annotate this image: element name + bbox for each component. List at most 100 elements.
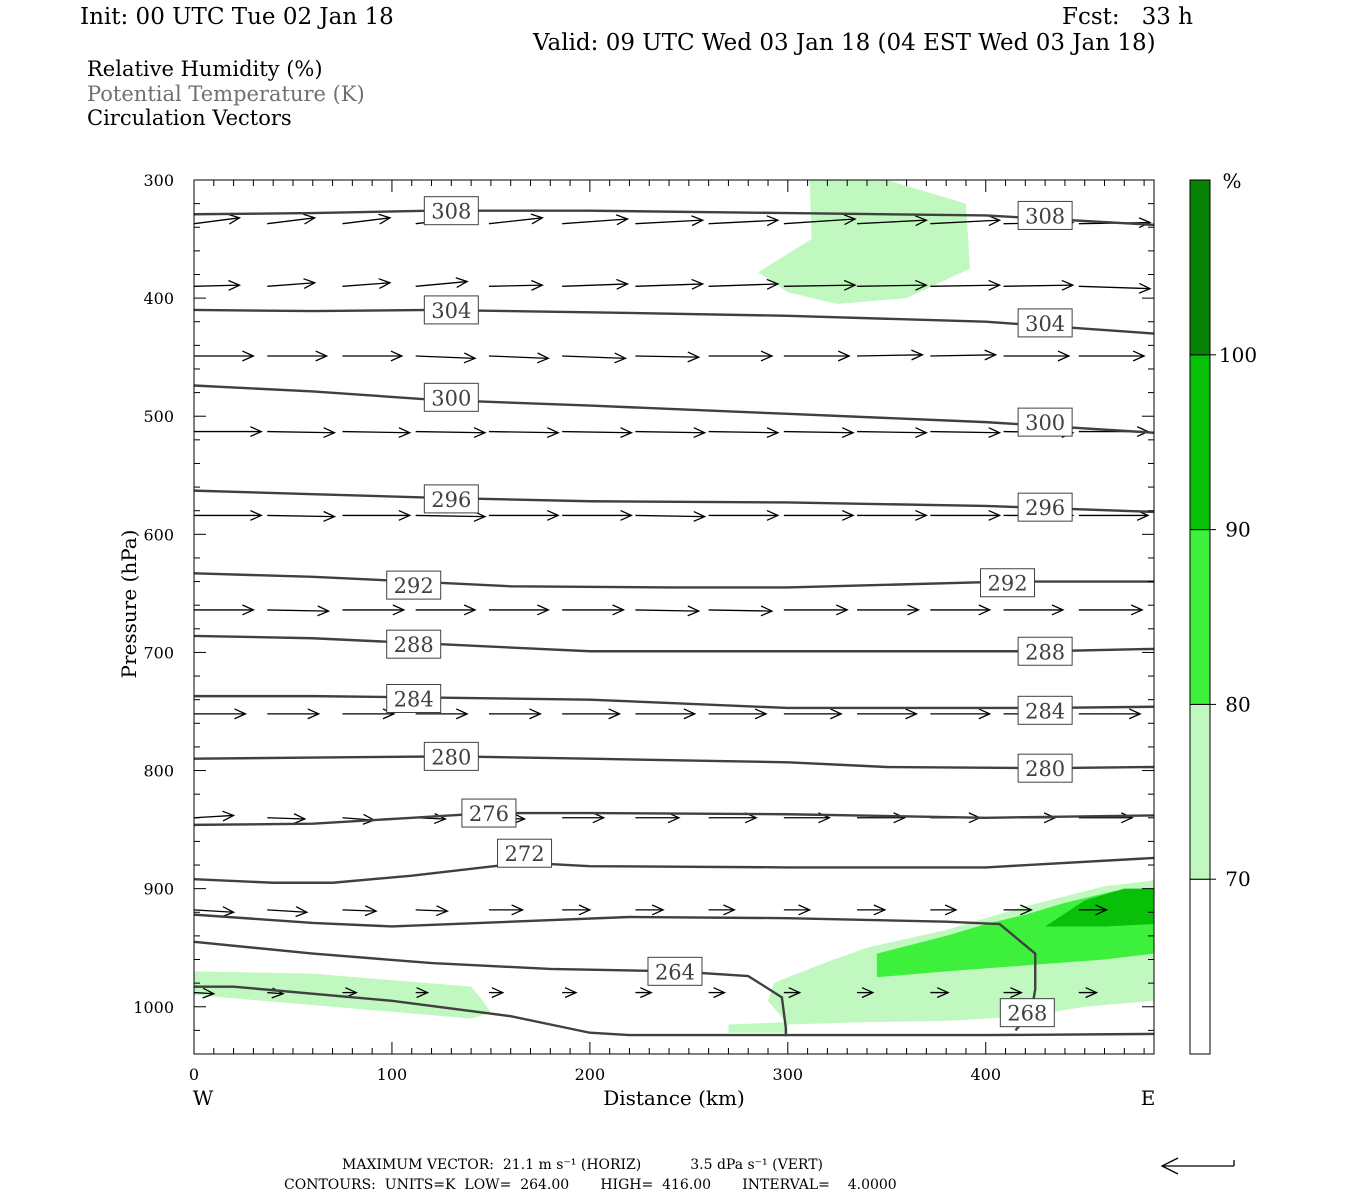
- vector-head: [392, 604, 406, 616]
- init-time: Init: 00 UTC Tue 02 Jan 18: [80, 4, 394, 30]
- x-tick-label: 100: [377, 1065, 408, 1084]
- vector-6-0: [194, 708, 248, 720]
- vector-6-4: [488, 708, 542, 720]
- vector-2-4: [488, 352, 550, 364]
- vector-4-0: [194, 509, 263, 521]
- west-label: W: [193, 1086, 214, 1110]
- vector-shaft: [783, 284, 856, 287]
- plot-frame: [193, 179, 1155, 1055]
- vector-head: [620, 427, 634, 439]
- vector-6-5: [562, 708, 622, 720]
- vector-head: [837, 350, 851, 362]
- vector-head: [911, 349, 925, 361]
- colorbar-level-label: 70: [1225, 867, 1250, 891]
- vector-head: [798, 904, 812, 916]
- vector-2-9: [857, 349, 925, 361]
- vector-head: [687, 605, 701, 617]
- vector-9-4: [488, 987, 505, 999]
- y-tick-label: 600: [143, 525, 174, 544]
- theta-contour-layer: 308 308 304 304 300 300 296 296 292 292 288 288 284 2…: [194, 196, 1154, 1037]
- vector-1-3: [415, 277, 469, 289]
- vector-4-6: [635, 510, 707, 522]
- vector-shaft: [267, 217, 315, 225]
- vector-head: [691, 215, 705, 227]
- forecast-hour: Fcst: 33 h: [1062, 4, 1193, 30]
- theta-contour-280: [194, 755, 1154, 770]
- vector-8-2: [342, 905, 378, 917]
- theta-contour-304: [194, 308, 1154, 335]
- vector-3-1: [267, 427, 337, 439]
- vector-shaft: [635, 514, 705, 518]
- vector-0-4: [488, 213, 544, 225]
- vector-8-8: [783, 904, 812, 916]
- vector-head: [841, 509, 855, 521]
- theta-label-268-0: 268: [1007, 1002, 1047, 1026]
- vector-6-9: [857, 708, 919, 720]
- vector-head: [614, 352, 628, 364]
- vector-4-4: [488, 509, 560, 521]
- vector-head: [693, 510, 707, 522]
- vector-head: [222, 906, 236, 918]
- colorbar-swatch-3: [1189, 354, 1211, 531]
- theta-label-288-0: 288: [394, 633, 434, 657]
- vector-head: [416, 987, 430, 999]
- vector-head: [691, 278, 705, 290]
- vector-8-13: [1154, 905, 1182, 915]
- vector-head: [915, 509, 928, 521]
- vector-head: [435, 905, 449, 917]
- vector-3-4: [488, 427, 560, 439]
- colorbar-swatch-0: [1189, 878, 1211, 1055]
- vector-head: [1121, 812, 1134, 824]
- vector-head: [463, 352, 477, 364]
- vector-head: [1128, 708, 1142, 720]
- vector-3-9: [857, 427, 928, 439]
- vector-9-7: [708, 987, 727, 999]
- y-tick-label: 300: [143, 171, 174, 190]
- vector-shaft: [194, 217, 240, 225]
- vector-5-12: [1078, 604, 1144, 616]
- vector-shaft: [342, 282, 391, 287]
- vector-shaft: [562, 218, 628, 225]
- vector-shaft: [562, 430, 632, 434]
- vector-head: [612, 604, 626, 616]
- vector-shaft: [562, 283, 628, 287]
- theta-label-box-272-0: [497, 838, 553, 868]
- vector-3-3: [415, 427, 487, 439]
- vector-head: [315, 350, 329, 362]
- x-axis-label: Distance (km): [603, 1086, 745, 1110]
- vector-head: [242, 350, 255, 362]
- vector-1-4: [488, 279, 544, 291]
- vector-0-9: [857, 215, 928, 227]
- vector-shaft: [267, 909, 307, 913]
- vector-head: [1171, 905, 1182, 915]
- vector-shaft: [342, 430, 410, 434]
- contour-info: CONTOURS: UNITS=K LOW= 264.00 HIGH= 416.…: [284, 1177, 897, 1193]
- vector-2-6: [635, 351, 701, 363]
- theta-label-300-0: 300: [431, 386, 471, 410]
- vector-shaft: [708, 283, 778, 287]
- vector-0-7: [708, 215, 780, 227]
- vector-head: [766, 215, 780, 227]
- x-tick-label: 0: [189, 1065, 199, 1084]
- vector-head: [564, 987, 578, 999]
- vector-head: [227, 213, 242, 225]
- vector-shaft: [635, 355, 699, 358]
- vector-9-9: [857, 987, 875, 999]
- vector-head: [944, 904, 958, 916]
- vector-head: [683, 708, 697, 720]
- y-tick-label: 500: [143, 407, 174, 426]
- vector-head: [905, 708, 919, 720]
- vector-head: [915, 279, 928, 291]
- vector-head: [307, 708, 321, 720]
- theta-label-288-1: 288: [1025, 640, 1065, 664]
- vector-head: [843, 279, 857, 291]
- vector-shaft: [415, 355, 476, 359]
- theta-label-box-276-0: [461, 798, 517, 828]
- vector-head: [640, 987, 653, 999]
- vector-2-11: [1003, 350, 1071, 362]
- vector-9-13: [1154, 988, 1174, 998]
- vector-shaft: [488, 355, 549, 359]
- vector-shaft: [635, 430, 705, 434]
- vector-1-8: [783, 279, 857, 291]
- vector-shaft: [267, 609, 329, 612]
